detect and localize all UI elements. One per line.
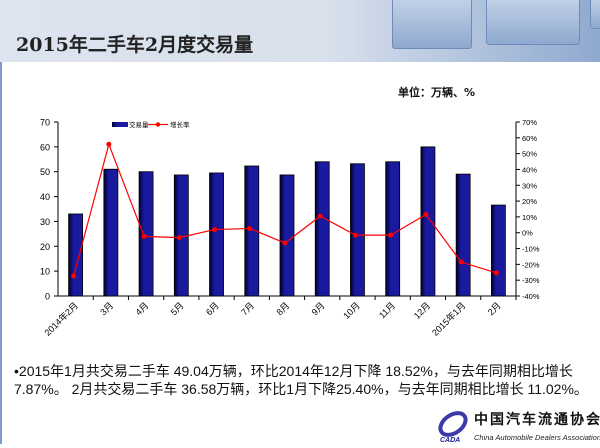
x-tick-label: 4月 [134, 300, 151, 317]
right-tick-label: 30% [522, 181, 537, 190]
right-tick-label: 40% [522, 165, 537, 174]
x-tick-label: 10月 [341, 300, 362, 321]
growth-point-2014年2月 [71, 273, 77, 279]
left-tick-label: 40 [40, 192, 50, 202]
left-tick-label: 30 [40, 217, 50, 227]
x-tick-label: 5月 [169, 300, 186, 317]
logo-en: China Automobile Dealers Association [474, 433, 600, 442]
x-tick-label: 2015年1月 [429, 300, 467, 338]
bar-7月 [244, 165, 260, 297]
x-tick-label: 2014年2月 [42, 300, 80, 338]
right-tick-label: 50% [522, 150, 537, 159]
page-title: 2015年二手车2月度交易量 [16, 34, 254, 56]
left-tick-label: 10 [40, 267, 50, 277]
left-tick-label: 20 [40, 242, 50, 252]
bar-6月 [209, 172, 224, 297]
x-tick-label: 3月 [98, 300, 115, 317]
growth-point-12月 [423, 212, 429, 218]
left-tick-label: 50 [40, 167, 50, 177]
x-tick-label: 8月 [274, 300, 291, 317]
bar-12月 [420, 146, 436, 297]
growth-point-9月 [317, 213, 323, 219]
decor-cube [392, 0, 472, 49]
x-tick-label: 9月 [310, 300, 327, 317]
decor-cube [486, 0, 580, 45]
growth-point-5月 [176, 235, 182, 241]
left-tick-label: 70 [40, 118, 50, 128]
cada-logo: CADA 中国汽车流通协会 China Automobile Dealers A… [436, 406, 600, 444]
x-tick-label: 6月 [204, 300, 221, 317]
left-tick-label: 60 [40, 142, 50, 152]
bar-3月 [103, 168, 119, 297]
bar-11月 [385, 161, 401, 297]
right-tick-label: 20% [522, 197, 537, 206]
right-tick-label: -10% [522, 245, 540, 254]
x-tick-label: 7月 [239, 300, 256, 317]
summary-text: •2015年1月共交易二手车 49.04万辆，环比2014年12月下降 18.5… [14, 363, 588, 397]
bar-4月 [138, 171, 154, 297]
right-tick-label: -40% [522, 292, 540, 301]
legend-bar-label: 交易量 [129, 120, 149, 129]
legend-line-marker [155, 122, 161, 127]
logo-mark-icon: CADA 中国汽车流通协会 China Automobile Dealers A… [438, 411, 600, 444]
growth-point-11月 [388, 232, 394, 238]
right-tick-label: -30% [522, 276, 540, 285]
legend-bar-swatch [112, 122, 128, 127]
logo-cn: 中国汽车流通协会 [474, 411, 600, 427]
right-tick-label: -20% [522, 260, 540, 269]
right-tick-label: 70% [522, 118, 537, 127]
chart: 0 10 20 30 40 50 60 70 -40% -30% -20% -10% 0% 10% 20% 3… [40, 118, 540, 338]
growth-point-3月 [106, 141, 112, 147]
left-tick-label: 0 [45, 292, 50, 302]
x-tick-label: 12月 [412, 300, 433, 321]
header-banner: 2015年二手车2月度交易量 [0, 0, 600, 62]
bar-10月 [350, 163, 365, 297]
bar-2月 [490, 204, 506, 297]
growth-point-8月 [282, 240, 288, 246]
growth-point-7月 [247, 225, 253, 231]
left-border [0, 62, 2, 444]
decor-cube [590, 0, 600, 29]
x-tick-label: 2月 [486, 300, 503, 317]
bar-9月 [314, 161, 330, 297]
right-tick-label: 10% [522, 213, 537, 222]
growth-point-2月 [493, 270, 499, 276]
x-tick-label: 11月 [377, 300, 397, 320]
bar-2014年2月 [68, 213, 84, 297]
logo-abbr: CADA [440, 437, 460, 444]
bar-8月 [279, 174, 295, 297]
growth-point-4月 [141, 233, 147, 239]
legend-line-label: 增长率 [170, 120, 190, 129]
bar-2015年1月 [455, 173, 471, 297]
unit-label: 单位：万辆、% [398, 86, 476, 99]
right-tick-label: 60% [522, 134, 537, 143]
growth-point-10月 [352, 232, 358, 238]
growth-point-2015年1月 [458, 259, 464, 265]
right-tick-label: 0% [522, 229, 533, 238]
growth-point-6月 [212, 227, 218, 233]
